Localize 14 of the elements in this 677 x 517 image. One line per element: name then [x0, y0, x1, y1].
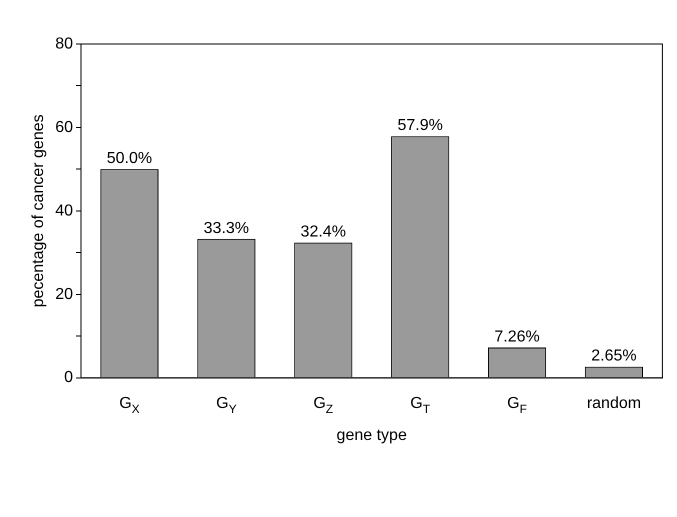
y-tick-label: 20	[55, 286, 74, 303]
data-label: 57.9%	[397, 117, 443, 134]
y-tick-label: 0	[64, 369, 74, 386]
y-tick-label: 80	[55, 35, 74, 52]
y-tick-label: 40	[55, 202, 74, 220]
x-axis-title: gene type	[336, 426, 407, 444]
data-label: 7.26%	[494, 328, 540, 346]
data-label: 2.65%	[591, 348, 637, 365]
data-label: 32.4%	[300, 224, 346, 241]
x-tick-label: random	[586, 394, 642, 412]
y-axis-title: pecentage of cancer genes	[30, 114, 48, 308]
y-tick-label: 60	[55, 118, 74, 136]
data-label: 50.0%	[106, 150, 152, 168]
data-label: 33.3%	[204, 220, 250, 237]
